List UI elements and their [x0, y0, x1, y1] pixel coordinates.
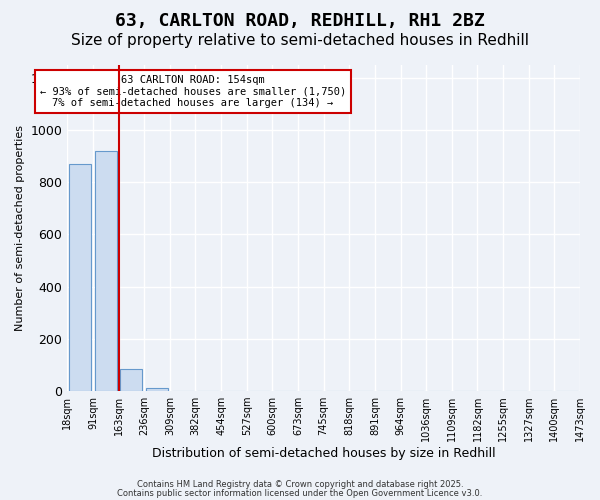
X-axis label: Distribution of semi-detached houses by size in Redhill: Distribution of semi-detached houses by … — [152, 447, 496, 460]
Text: 63 CARLTON ROAD: 154sqm
← 93% of semi-detached houses are smaller (1,750)
7% of : 63 CARLTON ROAD: 154sqm ← 93% of semi-de… — [40, 75, 346, 108]
Text: 63, CARLTON ROAD, REDHILL, RH1 2BZ: 63, CARLTON ROAD, REDHILL, RH1 2BZ — [115, 12, 485, 30]
Text: Contains HM Land Registry data © Crown copyright and database right 2025.: Contains HM Land Registry data © Crown c… — [137, 480, 463, 489]
Y-axis label: Number of semi-detached properties: Number of semi-detached properties — [15, 125, 25, 331]
Text: Contains public sector information licensed under the Open Government Licence v3: Contains public sector information licen… — [118, 488, 482, 498]
Bar — [69, 164, 91, 391]
Text: Size of property relative to semi-detached houses in Redhill: Size of property relative to semi-detach… — [71, 32, 529, 48]
Bar — [121, 369, 142, 391]
Bar — [146, 388, 168, 391]
Bar — [95, 151, 116, 391]
